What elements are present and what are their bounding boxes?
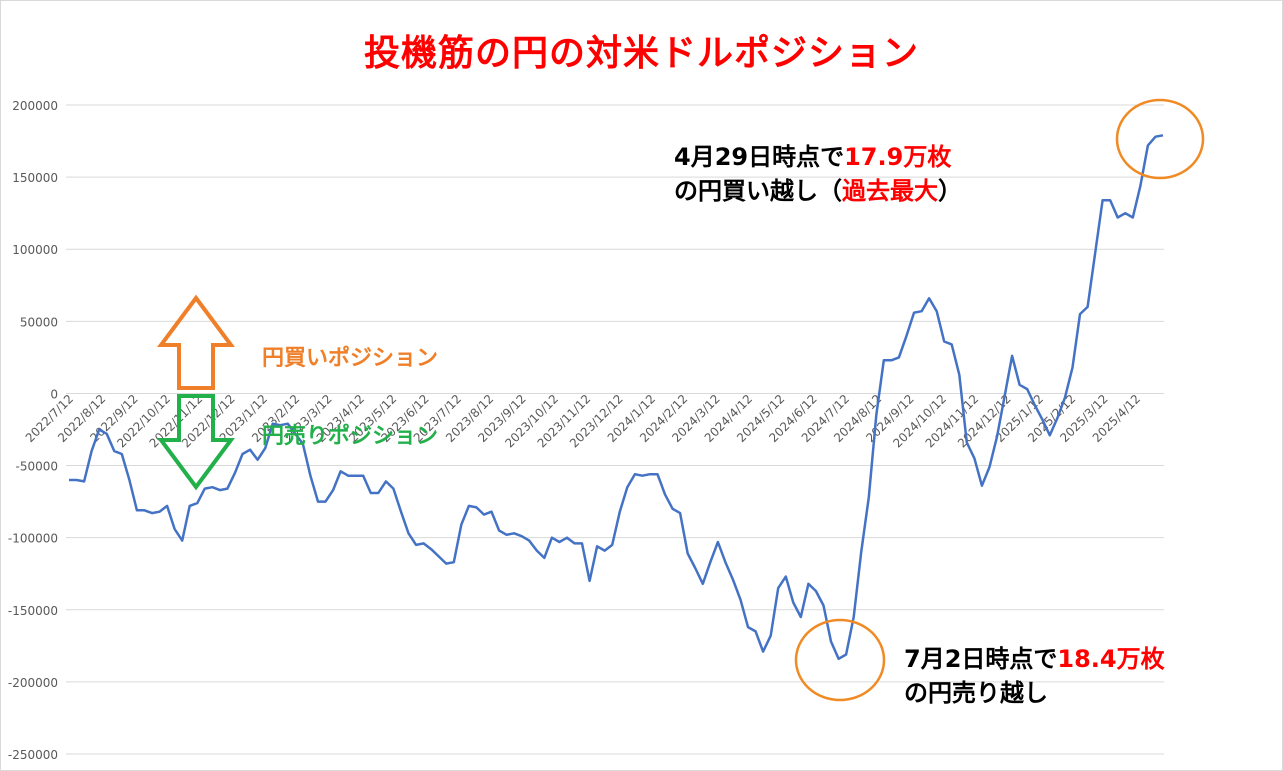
- long-position-label: 円買いポジション: [262, 346, 439, 371]
- up-arrow: [157, 294, 235, 390]
- y-tick-label: -100000: [8, 532, 58, 546]
- peak-annotation-value: 17.9万枚: [844, 143, 952, 171]
- trough-annotation-line1: 7月2日時点で18.4万枚: [904, 642, 1165, 676]
- y-tick-label: -50000: [15, 460, 58, 474]
- y-tick-label: 200000: [12, 99, 58, 113]
- highlight-circles: [794, 98, 1205, 702]
- peak-annotation: 4月29日時点で17.9万枚 の円買い越し（過去最大）: [674, 140, 962, 208]
- y-tick-label: 0: [50, 387, 58, 401]
- y-tick-label: -150000: [8, 604, 58, 618]
- y-tick-label: 100000: [12, 243, 58, 257]
- position-arrows: [157, 294, 235, 491]
- peak-annotation-line1: 4月29日時点で17.9万枚: [674, 140, 962, 174]
- short-position-label: 円売りポジション: [262, 424, 439, 449]
- series-line: [69, 134, 1164, 661]
- series-layer: [69, 134, 1164, 661]
- peak-annotation-record: 過去最大: [842, 177, 938, 205]
- trough-circle: [794, 618, 886, 702]
- peak-annotation-close: ）: [938, 177, 962, 205]
- y-tick-label: 150000: [12, 171, 58, 185]
- y-tick-label: 50000: [20, 315, 58, 329]
- chart-title: 投機筋の円の対米ドルポジション: [363, 33, 919, 74]
- down-arrow: [157, 394, 235, 491]
- trough-annotation-prefix: 7月2日時点で: [904, 645, 1058, 673]
- peak-annotation-line2: の円買い越し（過去最大）: [674, 174, 962, 208]
- y-tick-label: -200000: [8, 676, 58, 690]
- gridlines: [66, 104, 1164, 755]
- trough-annotation-line2: の円売り越し: [904, 679, 1048, 707]
- peak-circle: [1115, 98, 1205, 180]
- peak-annotation-prefix: 4月29日時点で: [674, 143, 845, 171]
- y-axis-ticks: 200000 150000 100000 50000 0 -50000 -100000 -15…: [8, 99, 58, 762]
- x-axis-ticks: 2022/7/122022/8/122022/9/122022/10/12202…: [23, 392, 1143, 451]
- trough-annotation-value: 18.4万枚: [1057, 645, 1165, 673]
- peak-annotation-text: の円買い越し（: [674, 177, 842, 205]
- y-tick-label: -250000: [8, 748, 58, 762]
- trough-annotation: 7月2日時点で18.4万枚 の円売り越し: [904, 642, 1165, 710]
